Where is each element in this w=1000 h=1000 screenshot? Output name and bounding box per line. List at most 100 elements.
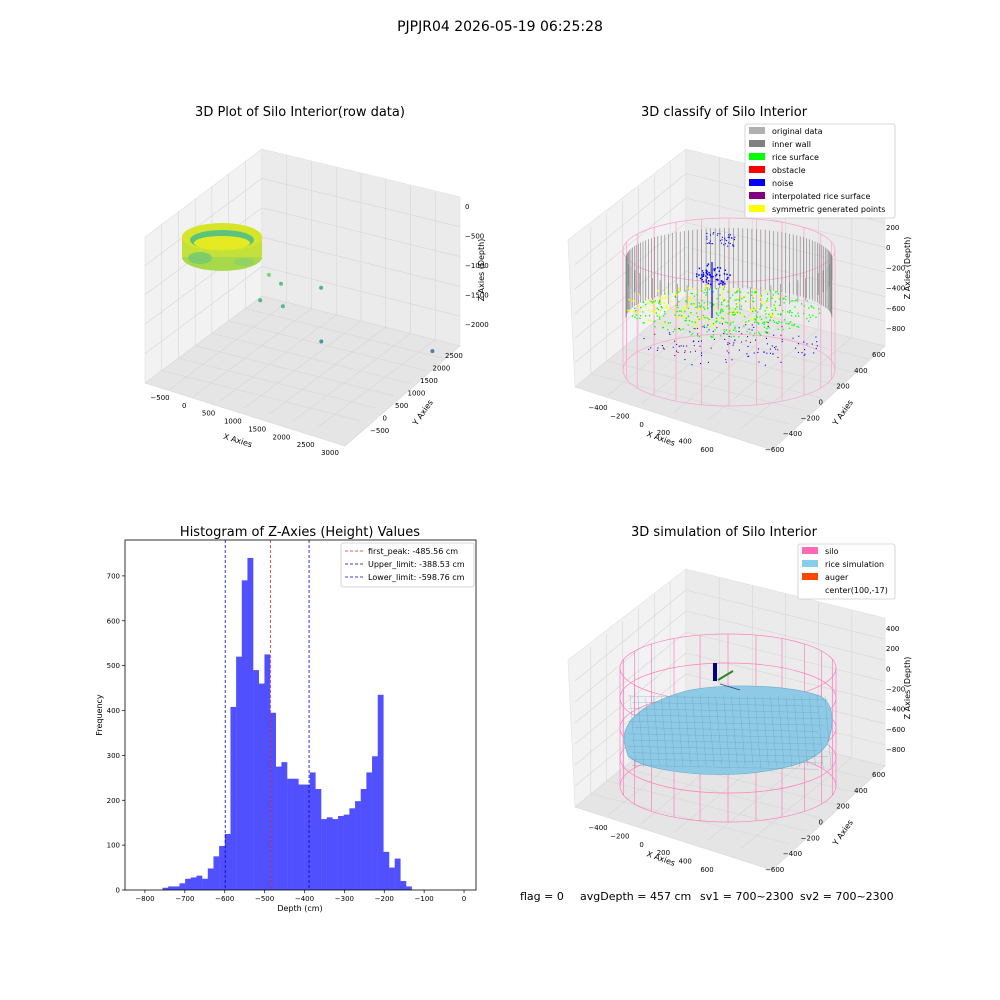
classify-3d-legend-label: inner wall bbox=[772, 140, 811, 149]
classify-3d-symmetric-point bbox=[737, 298, 740, 300]
histogram-bar bbox=[355, 801, 361, 890]
classify-3d-noise-point bbox=[689, 331, 691, 333]
raw-3d-xtick: 3000 bbox=[321, 449, 339, 457]
classify-3d-noise-point bbox=[661, 345, 663, 347]
classify-3d-noise-point bbox=[780, 361, 782, 363]
classify-3d-noise-point bbox=[758, 361, 760, 363]
classify-3d-rice-surface-point bbox=[723, 300, 725, 302]
classify-3d-noise-point bbox=[721, 242, 723, 244]
classify-3d-noise-point bbox=[753, 352, 755, 354]
classify-3d-rice-surface-point bbox=[760, 295, 763, 297]
simulation-3d-ytick: −200 bbox=[801, 834, 820, 842]
classify-3d-rice-surface-point bbox=[726, 333, 728, 335]
classify-3d-noise-point bbox=[704, 326, 706, 328]
classify-3d-rice-surface-point bbox=[712, 334, 714, 336]
classify-3d-rice-surface-point bbox=[701, 290, 703, 292]
classify-3d-noise-point bbox=[712, 243, 714, 245]
classify-3d-noise-point bbox=[702, 272, 705, 274]
simulation-3d-legend-label: auger bbox=[825, 573, 849, 582]
classify-3d-interpolated-point bbox=[741, 341, 743, 343]
classify-3d-rice-surface-point bbox=[763, 326, 766, 328]
classify-3d-rice-surface-point bbox=[699, 306, 702, 308]
classify-3d-rice-surface-point bbox=[716, 320, 718, 322]
classify-3d-rice-surface-point bbox=[734, 313, 736, 316]
classify-3d-symmetric-point bbox=[760, 296, 762, 299]
classify-3d-rice-surface-point bbox=[788, 327, 791, 329]
classify-3d-symmetric-point bbox=[740, 314, 743, 317]
classify-3d-rice-surface-point bbox=[631, 315, 634, 317]
classify-3d-symmetric-point bbox=[638, 293, 640, 296]
histogram-bar bbox=[304, 784, 310, 890]
classify-3d-rice-surface-point bbox=[662, 326, 665, 329]
classify-3d-rice-surface-point bbox=[753, 307, 755, 309]
histogram-bar bbox=[162, 887, 169, 890]
classify-3d-rice-surface-point bbox=[769, 320, 771, 322]
classify-3d-rice-surface-point bbox=[728, 308, 731, 310]
raw-3d-ztick: 0 bbox=[465, 203, 469, 211]
classify-3d-rice-surface-point bbox=[654, 326, 656, 328]
classify-3d-rice-surface-point bbox=[705, 294, 707, 296]
classify-3d-noise-point bbox=[691, 364, 693, 366]
histogram-ylabel: Frequency bbox=[95, 694, 104, 736]
classify-3d-noise-point bbox=[728, 242, 730, 244]
classify-3d-symmetric-point bbox=[651, 304, 654, 307]
classify-3d-rice-surface-point bbox=[667, 329, 669, 331]
classify-3d-rice-surface-point bbox=[739, 291, 742, 293]
classify-3d-rice-surface-point bbox=[703, 302, 705, 304]
classify-3d-rice-surface-point bbox=[680, 310, 682, 312]
classify-3d-rice-surface-point bbox=[790, 300, 792, 302]
histogram-bar bbox=[372, 756, 378, 890]
histogram-bar bbox=[190, 877, 197, 890]
classify-3d-rice-surface-point bbox=[712, 322, 715, 325]
classify-3d-interpolated-point bbox=[767, 325, 769, 327]
histogram-xtick-label: −700 bbox=[175, 895, 194, 903]
classify-3d-rice-surface-point bbox=[680, 329, 682, 331]
classify-3d-noise-point bbox=[815, 347, 817, 349]
classify-3d-noise-point bbox=[668, 332, 670, 334]
classify-3d-symmetric-point bbox=[755, 292, 757, 294]
classify-3d-rice-surface-point bbox=[773, 321, 776, 323]
classify-3d-rice-surface-point bbox=[636, 318, 638, 320]
classify-3d-interpolated-point bbox=[781, 338, 783, 340]
classify-3d-ztick: −400 bbox=[886, 285, 905, 293]
classify-3d-legend-label: interpolated rice surface bbox=[772, 192, 870, 201]
classify-3d-rice-surface-point bbox=[706, 331, 708, 333]
classify-3d-rice-surface-point bbox=[695, 306, 697, 308]
simulation-3d-auger bbox=[713, 663, 741, 691]
classify-3d-symmetric-point bbox=[759, 295, 762, 297]
classify-3d-interpolated-point bbox=[677, 351, 679, 353]
histogram-bar bbox=[247, 557, 254, 890]
classify-3d-noise-point bbox=[699, 277, 702, 280]
classify-3d-noise-point bbox=[781, 341, 783, 343]
classify-3d-rice-surface-point bbox=[794, 300, 796, 302]
classify-3d-rice-surface-point bbox=[803, 312, 805, 315]
classify-3d-legend-swatch bbox=[749, 192, 765, 199]
classify-3d-noise-point bbox=[700, 352, 702, 354]
classify-3d-rice-surface-point bbox=[777, 293, 780, 295]
classify-3d-legend-swatch bbox=[749, 166, 765, 173]
histogram-xlabel: Depth (cm) bbox=[277, 904, 322, 913]
classify-3d-noise-point bbox=[709, 273, 711, 276]
classify-3d-rice-surface-point bbox=[795, 299, 797, 301]
classify-3d-noise-point bbox=[771, 345, 773, 347]
classify-3d-rice-surface-point bbox=[667, 322, 669, 324]
classify-3d-symmetric-point bbox=[665, 287, 667, 290]
classify-3d-symmetric-point bbox=[675, 291, 677, 294]
classify-3d-noise-point bbox=[769, 352, 771, 354]
classify-3d-rice-surface-point bbox=[676, 311, 678, 313]
classify-3d-noise-point bbox=[702, 275, 704, 277]
histogram-ytick-label: 100 bbox=[107, 842, 120, 850]
classify-3d-rice-surface-point bbox=[773, 304, 775, 306]
classify-3d-noise-point bbox=[733, 245, 735, 247]
classify-3d-symmetric-point bbox=[708, 287, 711, 289]
classify-3d-interpolated-point bbox=[684, 350, 686, 352]
histogram-bar bbox=[219, 846, 225, 890]
classify-3d-noise-point bbox=[732, 344, 734, 346]
classify-3d-rice-surface-point bbox=[721, 303, 723, 306]
classify-3d-rice-surface-point bbox=[651, 302, 653, 304]
classify-3d-inner-wall bbox=[625, 228, 833, 318]
footer-flag: flag = 0 bbox=[520, 890, 564, 903]
classify-3d-symmetric-point bbox=[665, 306, 667, 308]
classify-3d-noise-point bbox=[692, 341, 694, 343]
